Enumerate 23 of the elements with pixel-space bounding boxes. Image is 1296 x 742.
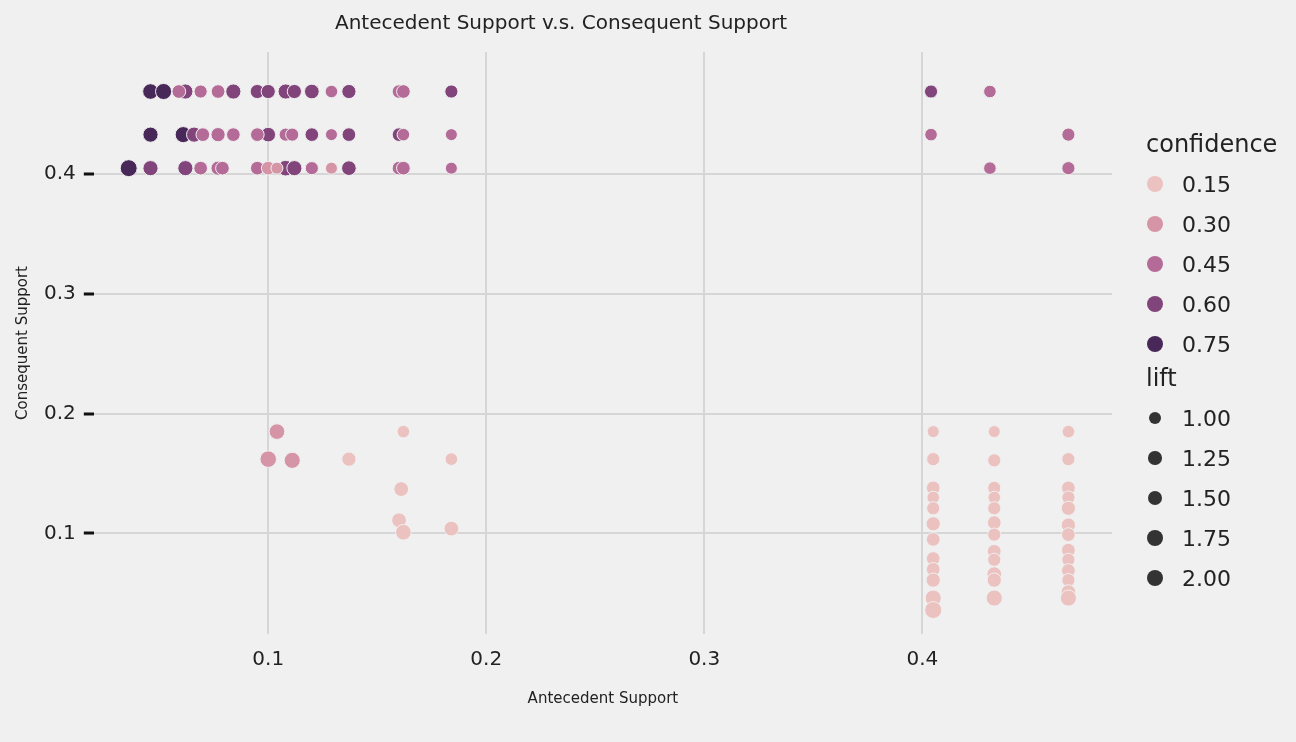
x-tick-label: 0.3 — [688, 646, 721, 671]
x-axis-title: Antecedent Support — [527, 688, 679, 707]
y-tick-label: 0.3 — [43, 280, 76, 305]
legend-label: 2.00 — [1182, 565, 1231, 591]
x-tick-label: 0.4 — [906, 646, 939, 671]
y-axis-title: Consequent Support — [12, 265, 31, 420]
legend-label: 0.75 — [1182, 331, 1231, 357]
text: lift — [1146, 364, 1178, 392]
legend-label: 1.25 — [1182, 445, 1231, 471]
chart-title: Antecedent Support v.s. Consequent Support — [334, 10, 788, 35]
legend-label: 0.60 — [1182, 291, 1231, 317]
legend-label: 1.00 — [1182, 405, 1231, 431]
legend-label: 1.50 — [1182, 485, 1231, 511]
x-tick-label: 0.1 — [252, 646, 285, 671]
legend-title: confidence — [1146, 130, 1278, 158]
legend-label: 1.75 — [1182, 525, 1231, 551]
y-tick-label: 0.4 — [43, 160, 76, 185]
y-tick-label: 0.1 — [43, 519, 76, 544]
y-tick-label: 0.2 — [43, 399, 76, 424]
legend-label: 0.30 — [1182, 211, 1231, 237]
x-tick-label: 0.2 — [470, 646, 503, 671]
legend-label: 0.15 — [1182, 171, 1231, 197]
legend-label: 0.45 — [1182, 251, 1231, 277]
